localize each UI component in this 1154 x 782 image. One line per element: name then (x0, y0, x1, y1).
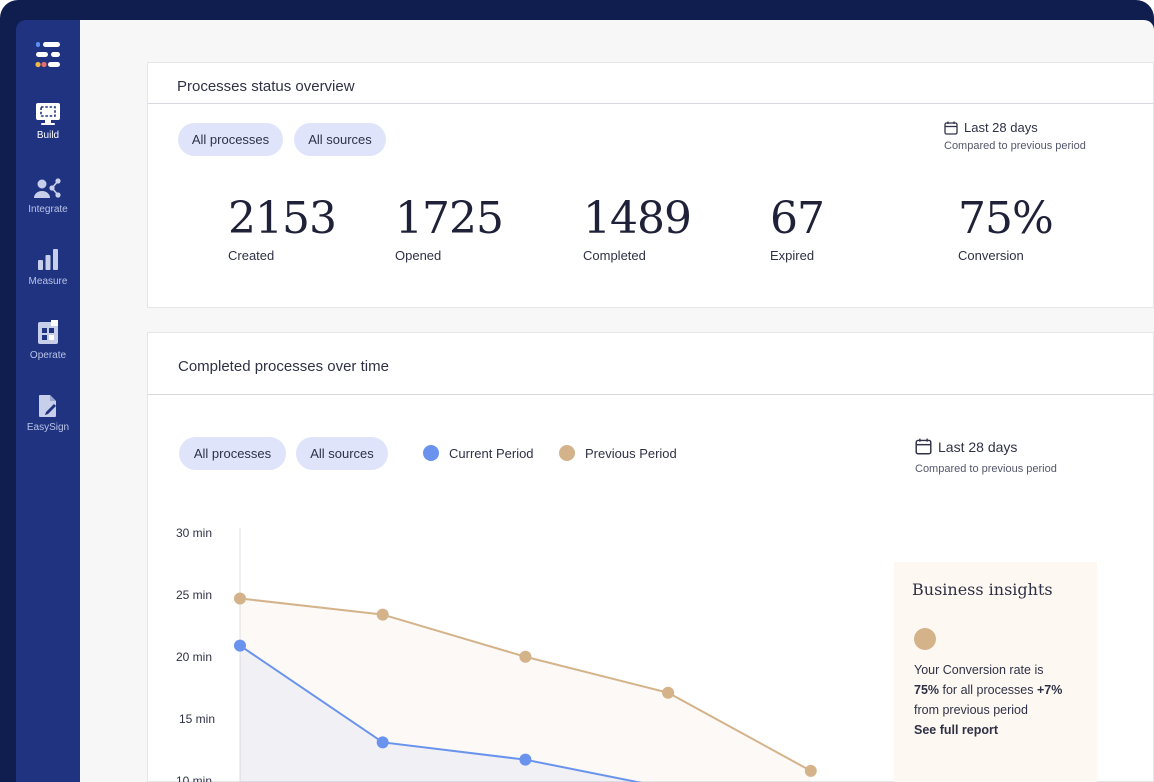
sidebar-item-label: EasySign (26, 422, 70, 433)
series-area-0 (240, 645, 669, 782)
insights-text: Your Conversion rate is 75% for all proc… (914, 660, 1094, 740)
sidebar-item-label: Measure (28, 276, 68, 287)
filter-all-sources[interactable]: All sources (296, 437, 388, 470)
stat-conversion: 75% Conversion (958, 193, 1054, 263)
data-point[interactable] (519, 753, 532, 766)
insights-rate: 75% (914, 683, 940, 697)
date-range-sub: Compared to previous period (915, 463, 1057, 475)
data-point[interactable] (234, 639, 246, 652)
series-area-1 (240, 598, 811, 782)
business-insights-panel: Business insights Your Conversion rate i… (894, 562, 1097, 782)
filter-all-processes[interactable]: All processes (179, 437, 286, 470)
legend-label: Current Period (449, 445, 534, 461)
legend-current-period: Current Period (423, 445, 534, 461)
overview-title: Processes status overview (177, 78, 355, 95)
filter-all-processes[interactable]: All processes (178, 123, 283, 156)
y-tick-label: 15 min (179, 712, 216, 726)
insights-line1: Your Conversion rate is (914, 663, 1044, 677)
stat-value: 2153 (228, 193, 337, 244)
legend-label: Previous Period (585, 445, 677, 461)
stat-expired: 67 Expired (770, 193, 825, 263)
stat-value: 67 (770, 193, 825, 244)
data-point[interactable] (376, 608, 389, 621)
insights-title: Business insights (912, 580, 1053, 599)
sidebar-item-label: Operate (29, 350, 67, 361)
timeline-divider (148, 394, 1153, 395)
stat-label: Opened (395, 248, 442, 263)
calendar-icon (915, 438, 932, 455)
y-tick-label: 30 min (176, 526, 213, 540)
legend-swatch (423, 445, 439, 461)
data-point[interactable] (804, 764, 817, 777)
sidebar-item-easysign[interactable]: EasySign (16, 394, 80, 433)
stat-label: Expired (770, 248, 815, 263)
insights-delta: +7% (1037, 683, 1063, 697)
y-tick-label: 20 min (176, 650, 213, 664)
overview-divider (148, 103, 1153, 104)
stat-value: 1725 (395, 193, 504, 244)
app-logo-icon[interactable] (33, 40, 63, 70)
sidebar-item-operate[interactable]: Operate (16, 320, 80, 361)
stat-label: Conversion (958, 248, 1024, 263)
insights-line2: for all processes (939, 683, 1037, 697)
see-full-report-link[interactable]: See full report (914, 723, 999, 737)
stat-value: 75% (958, 193, 1054, 244)
timeline-title: Completed processes over time (178, 358, 389, 375)
sidebar-item-measure[interactable]: Measure (16, 248, 80, 287)
measure-icon (38, 249, 58, 270)
stat-completed: 1489 Completed (583, 193, 692, 263)
stat-value: 1489 (583, 193, 692, 244)
main-content: Processes status overview All processes … (80, 20, 1154, 782)
sidebar: Build Integrate Measure O (16, 20, 80, 782)
filter-all-sources[interactable]: All sources (294, 123, 386, 156)
sidebar-item-label: Build (36, 130, 60, 141)
operate-icon (38, 320, 58, 344)
data-point[interactable] (234, 592, 246, 605)
stat-label: Created (228, 248, 275, 263)
date-range-label: Last 28 days (964, 120, 1038, 135)
calendar-icon (944, 121, 958, 135)
stat-label: Completed (583, 248, 646, 263)
insights-line3: from previous period (914, 703, 1028, 717)
y-tick-label: 10 min (176, 774, 213, 782)
sidebar-item-label: Integrate (28, 204, 68, 215)
legend-swatch (559, 445, 575, 461)
completed-processes-chart (234, 528, 817, 782)
date-range-sub: Compared to previous period (944, 140, 1086, 152)
stat-opened: 1725 Opened (395, 193, 504, 263)
sidebar-item-integrate[interactable]: Integrate (16, 178, 80, 215)
date-range-label: Last 28 days (938, 438, 1018, 455)
overview-card: Processes status overview All processes … (147, 62, 1154, 308)
y-tick-label: 25 min (176, 588, 213, 602)
integrate-icon (34, 178, 61, 198)
timeline-date-range[interactable]: Last 28 days Compared to previous period (915, 438, 1057, 476)
build-icon (36, 103, 60, 125)
data-point[interactable] (519, 650, 532, 663)
sidebar-item-build[interactable]: Build (16, 102, 80, 141)
stat-created: 2153 Created (228, 193, 337, 263)
legend-previous-period: Previous Period (559, 445, 677, 461)
data-point[interactable] (376, 736, 389, 749)
overview-date-range[interactable]: Last 28 days Compared to previous period (944, 120, 1086, 152)
easysign-icon (39, 395, 56, 417)
insights-avatar (914, 628, 936, 650)
data-point[interactable] (662, 686, 675, 699)
series-line-0 (239, 644, 643, 782)
